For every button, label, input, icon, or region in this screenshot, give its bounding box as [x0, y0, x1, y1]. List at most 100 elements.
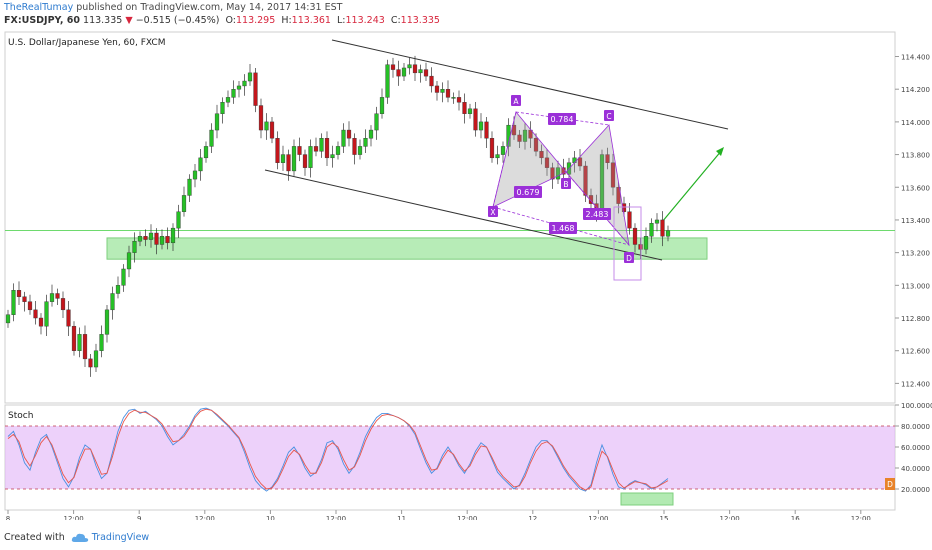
stoch-d-badge: [885, 478, 895, 490]
candle-body: [429, 75, 434, 87]
stoch-y-tick-label: 40.0000: [901, 465, 930, 473]
high-label: H:: [281, 15, 292, 26]
candle-body: [357, 146, 363, 155]
candle-body: [588, 195, 594, 204]
y-tick-label: 114.000: [901, 119, 930, 127]
candle-body: [495, 154, 500, 159]
candle-body: [132, 240, 137, 253]
candle-body: [665, 230, 671, 237]
candle-body: [445, 89, 451, 98]
candle-body: [577, 157, 583, 167]
pattern-point-label: D: [626, 254, 632, 263]
candle-body: [176, 211, 181, 229]
pattern-ratio-label: 2.483: [586, 210, 609, 219]
candle-body: [451, 97, 456, 99]
candle-body: [27, 301, 33, 311]
pattern-ratio-line: [492, 111, 517, 208]
candle-body: [484, 121, 489, 139]
candle-body: [632, 227, 638, 245]
open-value: 113.295: [235, 15, 276, 26]
candle-body: [181, 195, 187, 212]
candle-body: [522, 129, 528, 142]
author-link[interactable]: TheRealTumay: [4, 2, 74, 13]
pattern-point-badge: [604, 110, 614, 121]
candle-body: [247, 72, 253, 82]
candle-body: [82, 334, 88, 360]
candle-body: [66, 309, 71, 327]
candle-body: [621, 203, 627, 212]
candle-body: [517, 134, 522, 142]
candle-body: [280, 154, 286, 163]
candle-body: [286, 154, 291, 172]
candle-body: [555, 167, 561, 180]
candle-body: [49, 293, 55, 302]
candle-body: [165, 236, 170, 244]
candle-body: [467, 108, 473, 114]
candle-body: [214, 113, 220, 131]
tradingview-brand: TradingView: [91, 532, 150, 543]
candle-body: [203, 146, 209, 159]
candle-body: [478, 121, 484, 131]
publish-header: TheRealTumay published on TradingView.co…: [4, 2, 342, 13]
footer: Created with TradingView: [4, 532, 149, 543]
pattern-ratio-badge: [548, 113, 576, 125]
pattern-ratio-label: 0.679: [517, 188, 540, 197]
candle-body: [390, 64, 396, 70]
x-tick-label: 12: [528, 515, 537, 520]
symbol-header: FX:USDJPY, 60 113.335 ▼ −0.515 (−0.45%) …: [4, 15, 440, 26]
candle-body: [5, 314, 11, 324]
candle-body: [22, 296, 27, 302]
candle-body: [511, 124, 517, 136]
candle-body: [55, 293, 60, 299]
low-value: 113.243: [345, 15, 385, 26]
candle-body: [627, 211, 632, 229]
candle-body: [110, 293, 115, 311]
y-tick-label: 114.400: [901, 54, 930, 62]
candle-body: [462, 102, 467, 114]
candle-body: [346, 129, 352, 139]
candle-body: [231, 89, 236, 98]
candle-body: [500, 146, 506, 155]
x-tick-label: 12:00: [457, 515, 477, 520]
y-tick-label: 113.400: [901, 217, 930, 225]
candle-body: [550, 167, 555, 180]
created-with-label: Created with: [4, 532, 65, 543]
candle-body: [60, 298, 66, 311]
pattern-point-badge: [511, 95, 521, 106]
candle-body: [143, 236, 148, 240]
candle-body: [198, 157, 203, 172]
candle-body: [610, 162, 616, 188]
y-tick-label: 112.600: [901, 348, 930, 356]
candle-body: [33, 309, 38, 319]
stoch-y-tick-label: 100.0000: [901, 402, 932, 410]
pattern-ratio-line: [565, 171, 630, 246]
chart-canvas[interactable]: X A B C D 0.784 0.679 2.483 1.468 D 114.400 114.2…: [0, 0, 932, 520]
publish-info: published on TradingView.com, May 14, 20…: [76, 2, 343, 13]
y-tick-label: 113.800: [901, 152, 930, 160]
candle-body: [396, 69, 401, 77]
candle-body: [533, 138, 539, 152]
pattern-ratio-badge: [514, 186, 542, 198]
candle-body: [11, 290, 16, 315]
candle-body: [242, 80, 247, 87]
candle-body: [643, 236, 649, 250]
candle-body: [352, 138, 357, 155]
candle-body: [368, 129, 374, 139]
candle-body: [88, 358, 93, 368]
symbol-label[interactable]: FX:USDJPY, 60: [4, 15, 80, 26]
y-tick-label: 113.000: [901, 282, 930, 290]
last-price: 113.335: [83, 15, 123, 26]
candle-body: [330, 154, 335, 159]
tradingview-logo[interactable]: TradingView: [71, 532, 149, 543]
candle-body: [313, 146, 319, 152]
pattern-point-badge: [624, 252, 634, 263]
candle-body: [440, 89, 445, 93]
candle-body: [236, 85, 242, 90]
pattern-point-label: B: [563, 180, 568, 189]
y-tick-label: 114.200: [901, 86, 930, 94]
projection-arrowhead: [716, 147, 724, 156]
chart-title: U.S. Dollar/Japanese Yen, 60, FXCM: [8, 38, 166, 48]
candle-body: [192, 170, 198, 180]
candle-body: [539, 151, 544, 159]
candle-body: [660, 219, 665, 237]
